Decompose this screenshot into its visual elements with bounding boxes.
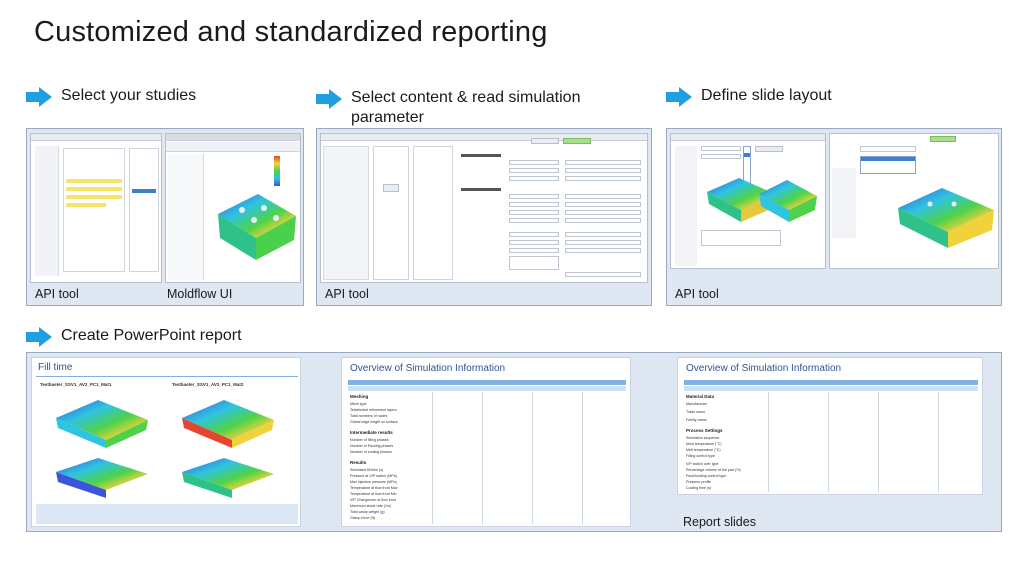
api-content-window xyxy=(320,133,648,283)
table-row: Simulated fill time (s) xyxy=(350,468,384,472)
table-row: Mesh type xyxy=(350,402,367,406)
fill-time-render xyxy=(56,458,148,498)
table-row: Pressure at V/P switch (MPa) xyxy=(350,474,397,478)
table-row: Total cavity weight (g) xyxy=(350,510,385,514)
step-label: Define slide layout xyxy=(701,87,832,104)
slide-overview-settings: Overview of Simulation Information Mater… xyxy=(677,357,983,495)
step-select-studies: Select your studies xyxy=(26,86,196,107)
fill-time-render xyxy=(56,400,148,448)
caption-api-tool: API tool xyxy=(35,287,79,301)
arrow-right-icon xyxy=(666,87,692,107)
fill-time-render xyxy=(182,400,274,448)
part-3d-render xyxy=(898,188,994,248)
caption-api-tool: API tool xyxy=(675,287,719,301)
arrow-right-icon xyxy=(26,87,52,107)
arrow-right-icon xyxy=(316,89,342,109)
study-name: Testbaeter_SSV1_AV2_PC1_Mat2 xyxy=(172,382,244,387)
layout-window-right xyxy=(829,133,999,269)
table-row: Mold temperature (°C) xyxy=(686,442,722,446)
table-row: V/P Changeover at flow front xyxy=(350,498,396,502)
table-row: Tetrahedral refinement layers xyxy=(350,408,397,412)
table-row: Filling control type xyxy=(686,454,715,458)
table-row: Pack/holding control type xyxy=(686,474,727,478)
step-define-layout: Define slide layout xyxy=(666,86,832,107)
page-title: Customized and standardized reporting xyxy=(34,16,548,48)
slide-fill-time: Fill time Testbaeter_SSV1_AV2_PC1_Mat1 T… xyxy=(31,357,301,527)
section-heading: Intermediate results xyxy=(350,430,393,435)
table-row: Clamp force (N) xyxy=(350,516,376,520)
section-heading: Meshing xyxy=(350,394,369,399)
panel-select-content: API tool xyxy=(316,128,652,306)
table-row: Cooling time (s) xyxy=(686,486,712,490)
step-label: Create PowerPoint report xyxy=(61,327,242,344)
arrow-right-icon xyxy=(26,327,52,347)
table-row: Global edge length on surface xyxy=(350,420,398,424)
table-row: Simulation sequence xyxy=(686,436,720,440)
table-row: Number of Packing phases xyxy=(350,444,394,448)
fill-time-render xyxy=(182,458,274,498)
table-row: Pressure profile xyxy=(686,480,712,484)
section-heading: Process Settings xyxy=(686,428,723,433)
step-select-content: Select content & read simulation paramet… xyxy=(316,88,616,128)
step-label: Select content & read simulation paramet… xyxy=(351,89,581,126)
section-heading: Material Data xyxy=(686,394,715,399)
slide-title: Overview of Simulation Information xyxy=(350,363,506,374)
table-row: V/P switch over type xyxy=(686,462,719,466)
layout-window-left xyxy=(670,133,826,269)
table-row: Number of filling phases xyxy=(350,438,389,442)
part-3d-render xyxy=(218,194,296,260)
slide-overview-results: Overview of Simulation Information Meshi… xyxy=(341,357,631,527)
moldflow-window xyxy=(165,133,301,283)
slide-title: Fill time xyxy=(38,362,73,373)
step-label: Select your studies xyxy=(61,87,197,104)
step-create-report: Create PowerPoint report xyxy=(26,326,242,347)
table-row: Number of cooling phases xyxy=(350,450,392,454)
table-row: Trade name xyxy=(686,410,706,414)
caption-report-slides: Report slides xyxy=(683,515,756,529)
part-3d-render xyxy=(759,180,817,222)
table-row: Temperature at flow front Min xyxy=(350,492,397,496)
table-row: Max injection pressure (MPa) xyxy=(350,480,397,484)
table-row: Temperature at flow front Max xyxy=(350,486,398,490)
table-row: Maximum shear rate (1/s) xyxy=(350,504,391,508)
panel-powerpoint-report: Fill time Testbaeter_SSV1_AV2_PC1_Mat1 T… xyxy=(26,352,1002,532)
api-tool-window xyxy=(30,133,162,283)
panel-select-studies: API tool Moldflow UI xyxy=(26,128,304,306)
table-row: Family name xyxy=(686,418,707,422)
table-row: Total numbers of nodes xyxy=(350,414,388,418)
panel-define-layout: API tool xyxy=(666,128,1002,306)
caption-api-tool: API tool xyxy=(325,287,369,301)
table-row: Manufacturer xyxy=(686,402,708,406)
table-row: Percentage volume of the part (%) xyxy=(686,468,741,472)
slide-title: Overview of Simulation Information xyxy=(686,363,842,374)
section-heading: Results xyxy=(350,460,367,465)
study-name: Testbaeter_SSV1_AV2_PC1_Mat1 xyxy=(40,382,112,387)
caption-moldflow-ui: Moldflow UI xyxy=(167,287,233,301)
table-row: Melt temperature (°C) xyxy=(686,448,721,452)
